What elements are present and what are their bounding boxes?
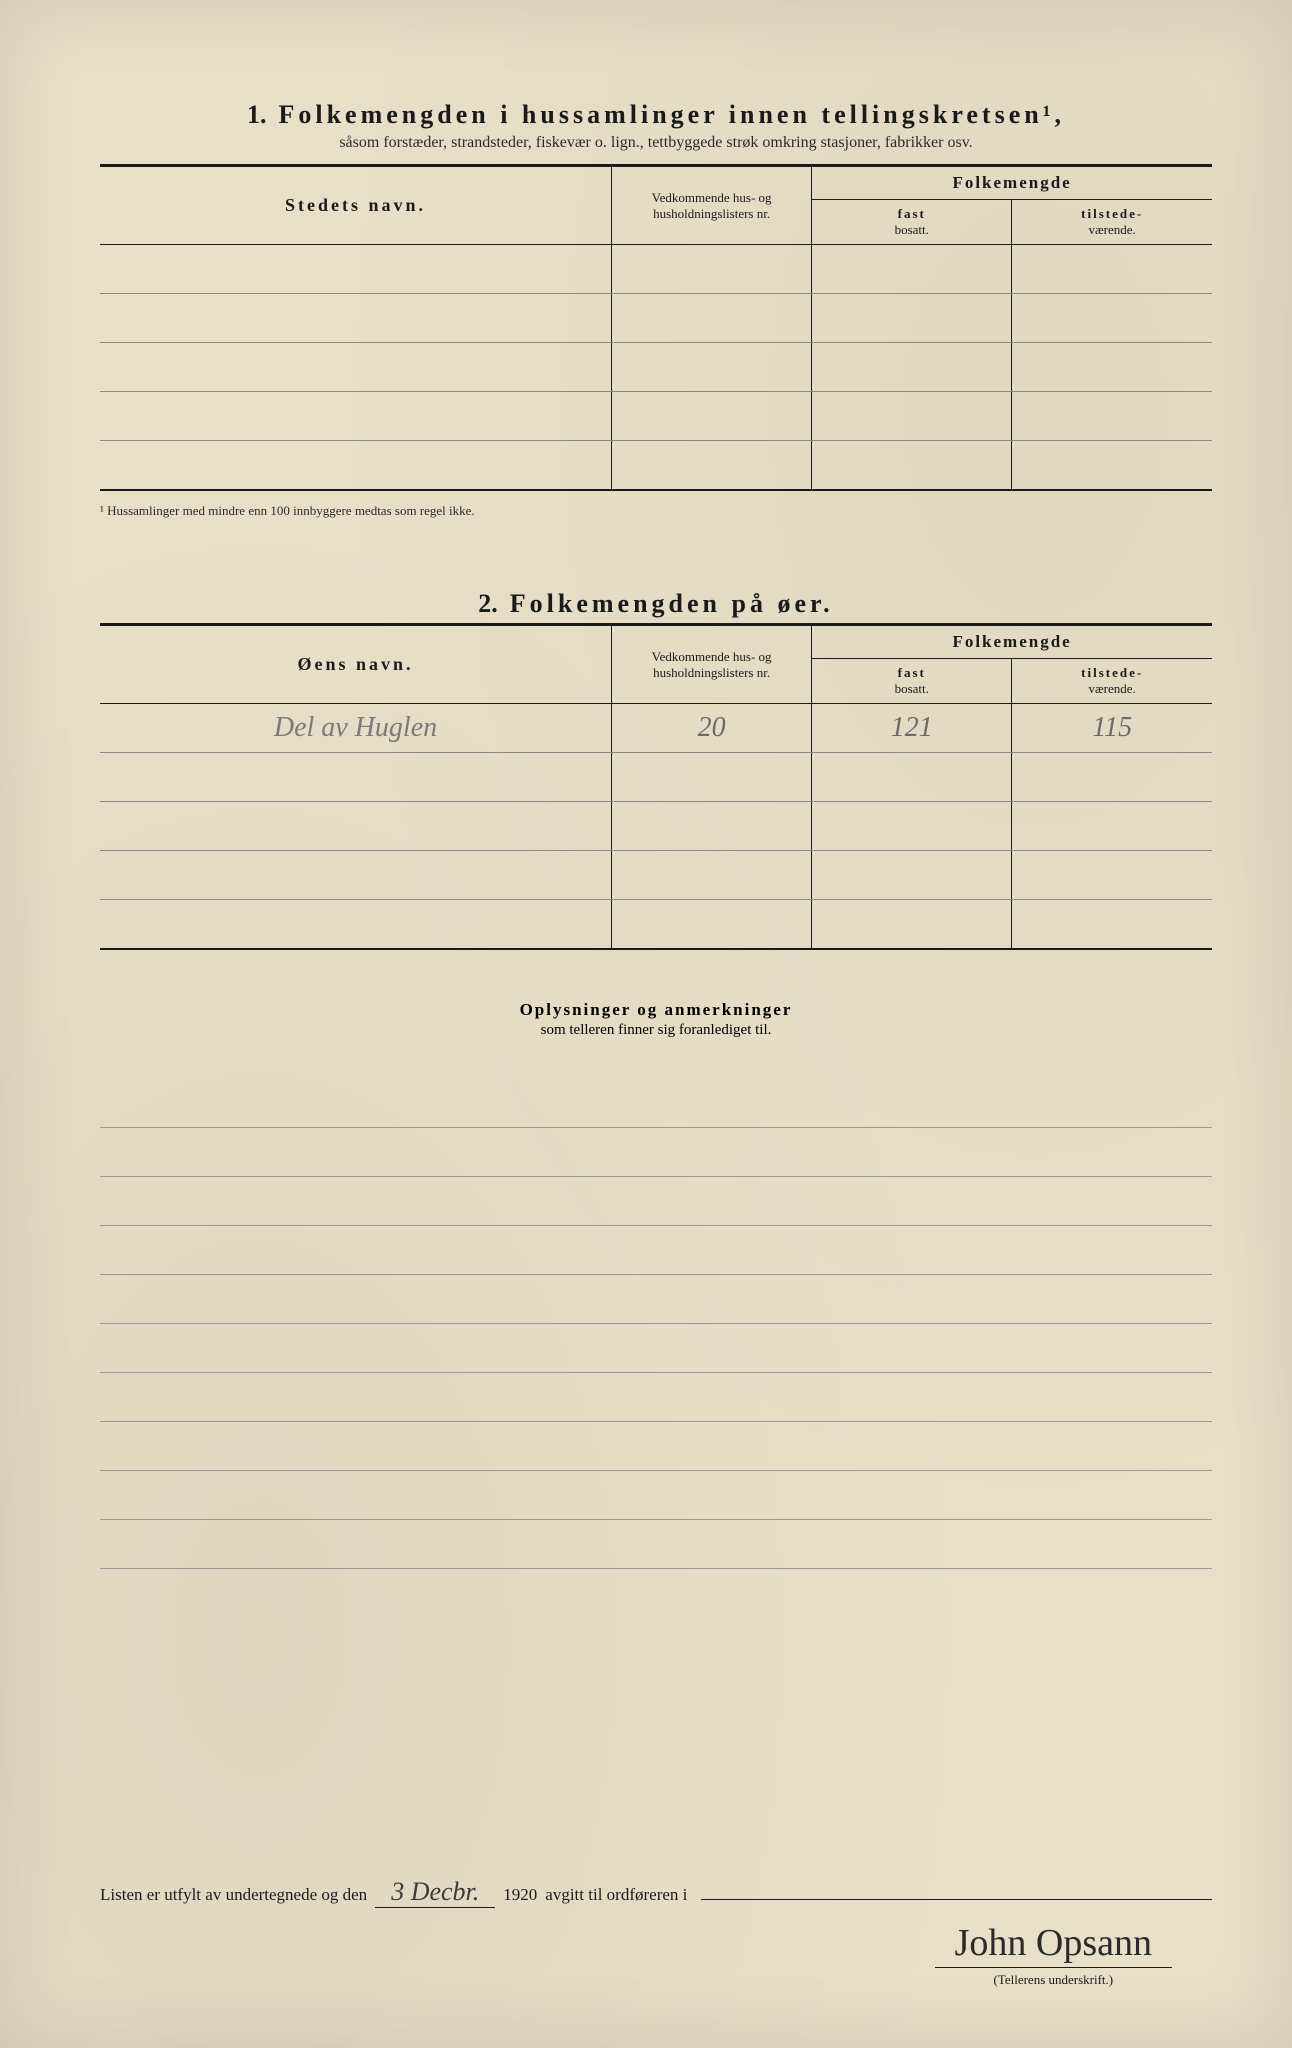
col-ref-2: Vedkommende hus- og husholdningslisters … (612, 625, 812, 704)
table-cell (100, 294, 612, 343)
signature-line: Listen er utfylt av undertegnede og den … (100, 1877, 1212, 1908)
signature-name: John Opsann (935, 1921, 1172, 1968)
ruled-line (100, 1128, 1212, 1177)
section-1-subtitle: såsom forstæder, strandsteder, fiskevær … (100, 134, 1212, 152)
sig-suffix: avgitt til ordføreren i (545, 1885, 687, 1905)
table-cell: 121 (812, 704, 1012, 753)
table-cell (612, 392, 812, 441)
col-ref: Vedkommende hus- og husholdningslisters … (612, 166, 812, 245)
table-cell (100, 753, 612, 802)
table-cell (1012, 245, 1212, 294)
sig-prefix: Listen er utfylt av undertegnede og den (100, 1885, 367, 1905)
table-cell (612, 851, 812, 900)
section-1-title: 1. Folkemengden i hussamlinger innen tell… (100, 100, 1212, 130)
ruled-line (100, 1275, 1212, 1324)
ruled-line (100, 1373, 1212, 1422)
table-cell (1012, 851, 1212, 900)
table-cell (100, 802, 612, 851)
signature-block: John Opsann (Tellerens underskrift.) (935, 1921, 1172, 1988)
ruled-line (100, 1226, 1212, 1275)
table-cell (812, 294, 1012, 343)
ruled-line (100, 1324, 1212, 1373)
table-cell (100, 392, 612, 441)
ruled-line (100, 1520, 1212, 1569)
table-cell (812, 441, 1012, 491)
notes-title: Oplysninger og anmerkninger (100, 1000, 1212, 1020)
table-cell (1012, 802, 1212, 851)
table-cell (1012, 441, 1212, 491)
col-tilstede: tilstede-værende. (1012, 200, 1212, 245)
col-folkemengde: Folkemengde (812, 166, 1212, 200)
table-cell (612, 245, 812, 294)
table-cell (612, 802, 812, 851)
table-cell (612, 343, 812, 392)
ruled-line (100, 1177, 1212, 1226)
table-cell (100, 900, 612, 950)
table-cell (812, 851, 1012, 900)
table-cell (812, 802, 1012, 851)
notes-section: Oplysninger og anmerkninger som telleren… (100, 1000, 1212, 1569)
signature-area: Listen er utfylt av undertegnede og den … (100, 1877, 1212, 1908)
table-cell (612, 441, 812, 491)
table-cell (612, 753, 812, 802)
table-cell (1012, 294, 1212, 343)
sig-blank-line (701, 1899, 1212, 1900)
table-cell: Del av Huglen (100, 704, 612, 753)
table-cell (812, 392, 1012, 441)
table-cell (1012, 392, 1212, 441)
table-cell: 20 (612, 704, 812, 753)
ruled-line (100, 1079, 1212, 1128)
col-fast: fastbosatt. (812, 200, 1012, 245)
census-form-page: 1. Folkemengden i hussamlinger innen tell… (0, 0, 1292, 2048)
col-fast-2: fastbosatt. (812, 659, 1012, 704)
section-2: 2. Folkemengden på øer. Øens navn. Vedkom… (100, 589, 1212, 950)
table-cell (1012, 343, 1212, 392)
table-cell (812, 245, 1012, 294)
section-1-body (100, 245, 1212, 491)
col-oens-navn: Øens navn. (100, 625, 612, 704)
table-cell (100, 441, 612, 491)
table-cell (100, 343, 612, 392)
table-cell (100, 851, 612, 900)
section-1-table: Stedets navn. Vedkommende hus- og hushol… (100, 164, 1212, 491)
table-cell (1012, 753, 1212, 802)
col-folkemengde-2: Folkemengde (812, 625, 1212, 659)
table-cell (612, 900, 812, 950)
table-cell (612, 294, 812, 343)
table-cell (100, 245, 612, 294)
ruled-lines (100, 1079, 1212, 1569)
section-1: 1. Folkemengden i hussamlinger innen tell… (100, 100, 1212, 519)
ruled-line (100, 1471, 1212, 1520)
table-cell (1012, 900, 1212, 950)
section-1-title-text: Folkemengden i hussamlinger innen tellin… (278, 100, 1065, 129)
table-cell (812, 900, 1012, 950)
section-2-table: Øens navn. Vedkommende hus- og husholdni… (100, 623, 1212, 950)
section-2-number: 2. (478, 589, 498, 618)
section-1-footnote: ¹ Hussamlinger med mindre enn 100 innbyg… (100, 503, 1212, 519)
table-cell: 115 (1012, 704, 1212, 753)
section-2-body: Del av Huglen20121115 (100, 704, 1212, 950)
col-tilstede-2: tilstede-værende. (1012, 659, 1212, 704)
sig-year: 1920 (503, 1885, 537, 1905)
table-cell (812, 343, 1012, 392)
section-2-title: 2. Folkemengden på øer. (100, 589, 1212, 619)
col-stedets-navn: Stedets navn. (100, 166, 612, 245)
sig-date: 3 Decbr. (375, 1877, 495, 1908)
table-cell (812, 753, 1012, 802)
ruled-line (100, 1422, 1212, 1471)
section-2-title-text: Folkemengden på øer. (510, 589, 834, 618)
signature-caption: (Tellerens underskrift.) (935, 1972, 1172, 1988)
notes-subtitle: som telleren finner sig foranlediget til… (100, 1022, 1212, 1039)
section-1-number: 1. (247, 100, 267, 129)
